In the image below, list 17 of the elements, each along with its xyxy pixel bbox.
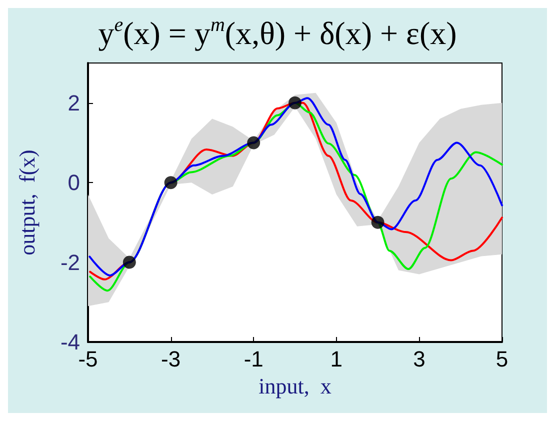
point	[122, 256, 136, 269]
x-tick-label: 1	[330, 346, 343, 372]
y-tick-label: 2	[68, 90, 80, 116]
y-tick-label: -4	[60, 330, 80, 354]
x-tick-label: -1	[244, 346, 264, 372]
x-tick-label: -3	[161, 346, 181, 372]
y-axis-title: output, f(x)	[14, 150, 40, 256]
point	[247, 136, 260, 150]
y-tick-label: 0	[68, 170, 80, 196]
x-tick-label: 5	[496, 346, 508, 372]
x-tick-label: 3	[413, 346, 426, 372]
point	[164, 176, 178, 190]
point	[371, 216, 384, 229]
point	[288, 96, 302, 110]
x-axis-title: input, x	[258, 373, 332, 398]
x-tick-label: -5	[78, 346, 98, 372]
y-tick-label: -2	[60, 250, 80, 275]
